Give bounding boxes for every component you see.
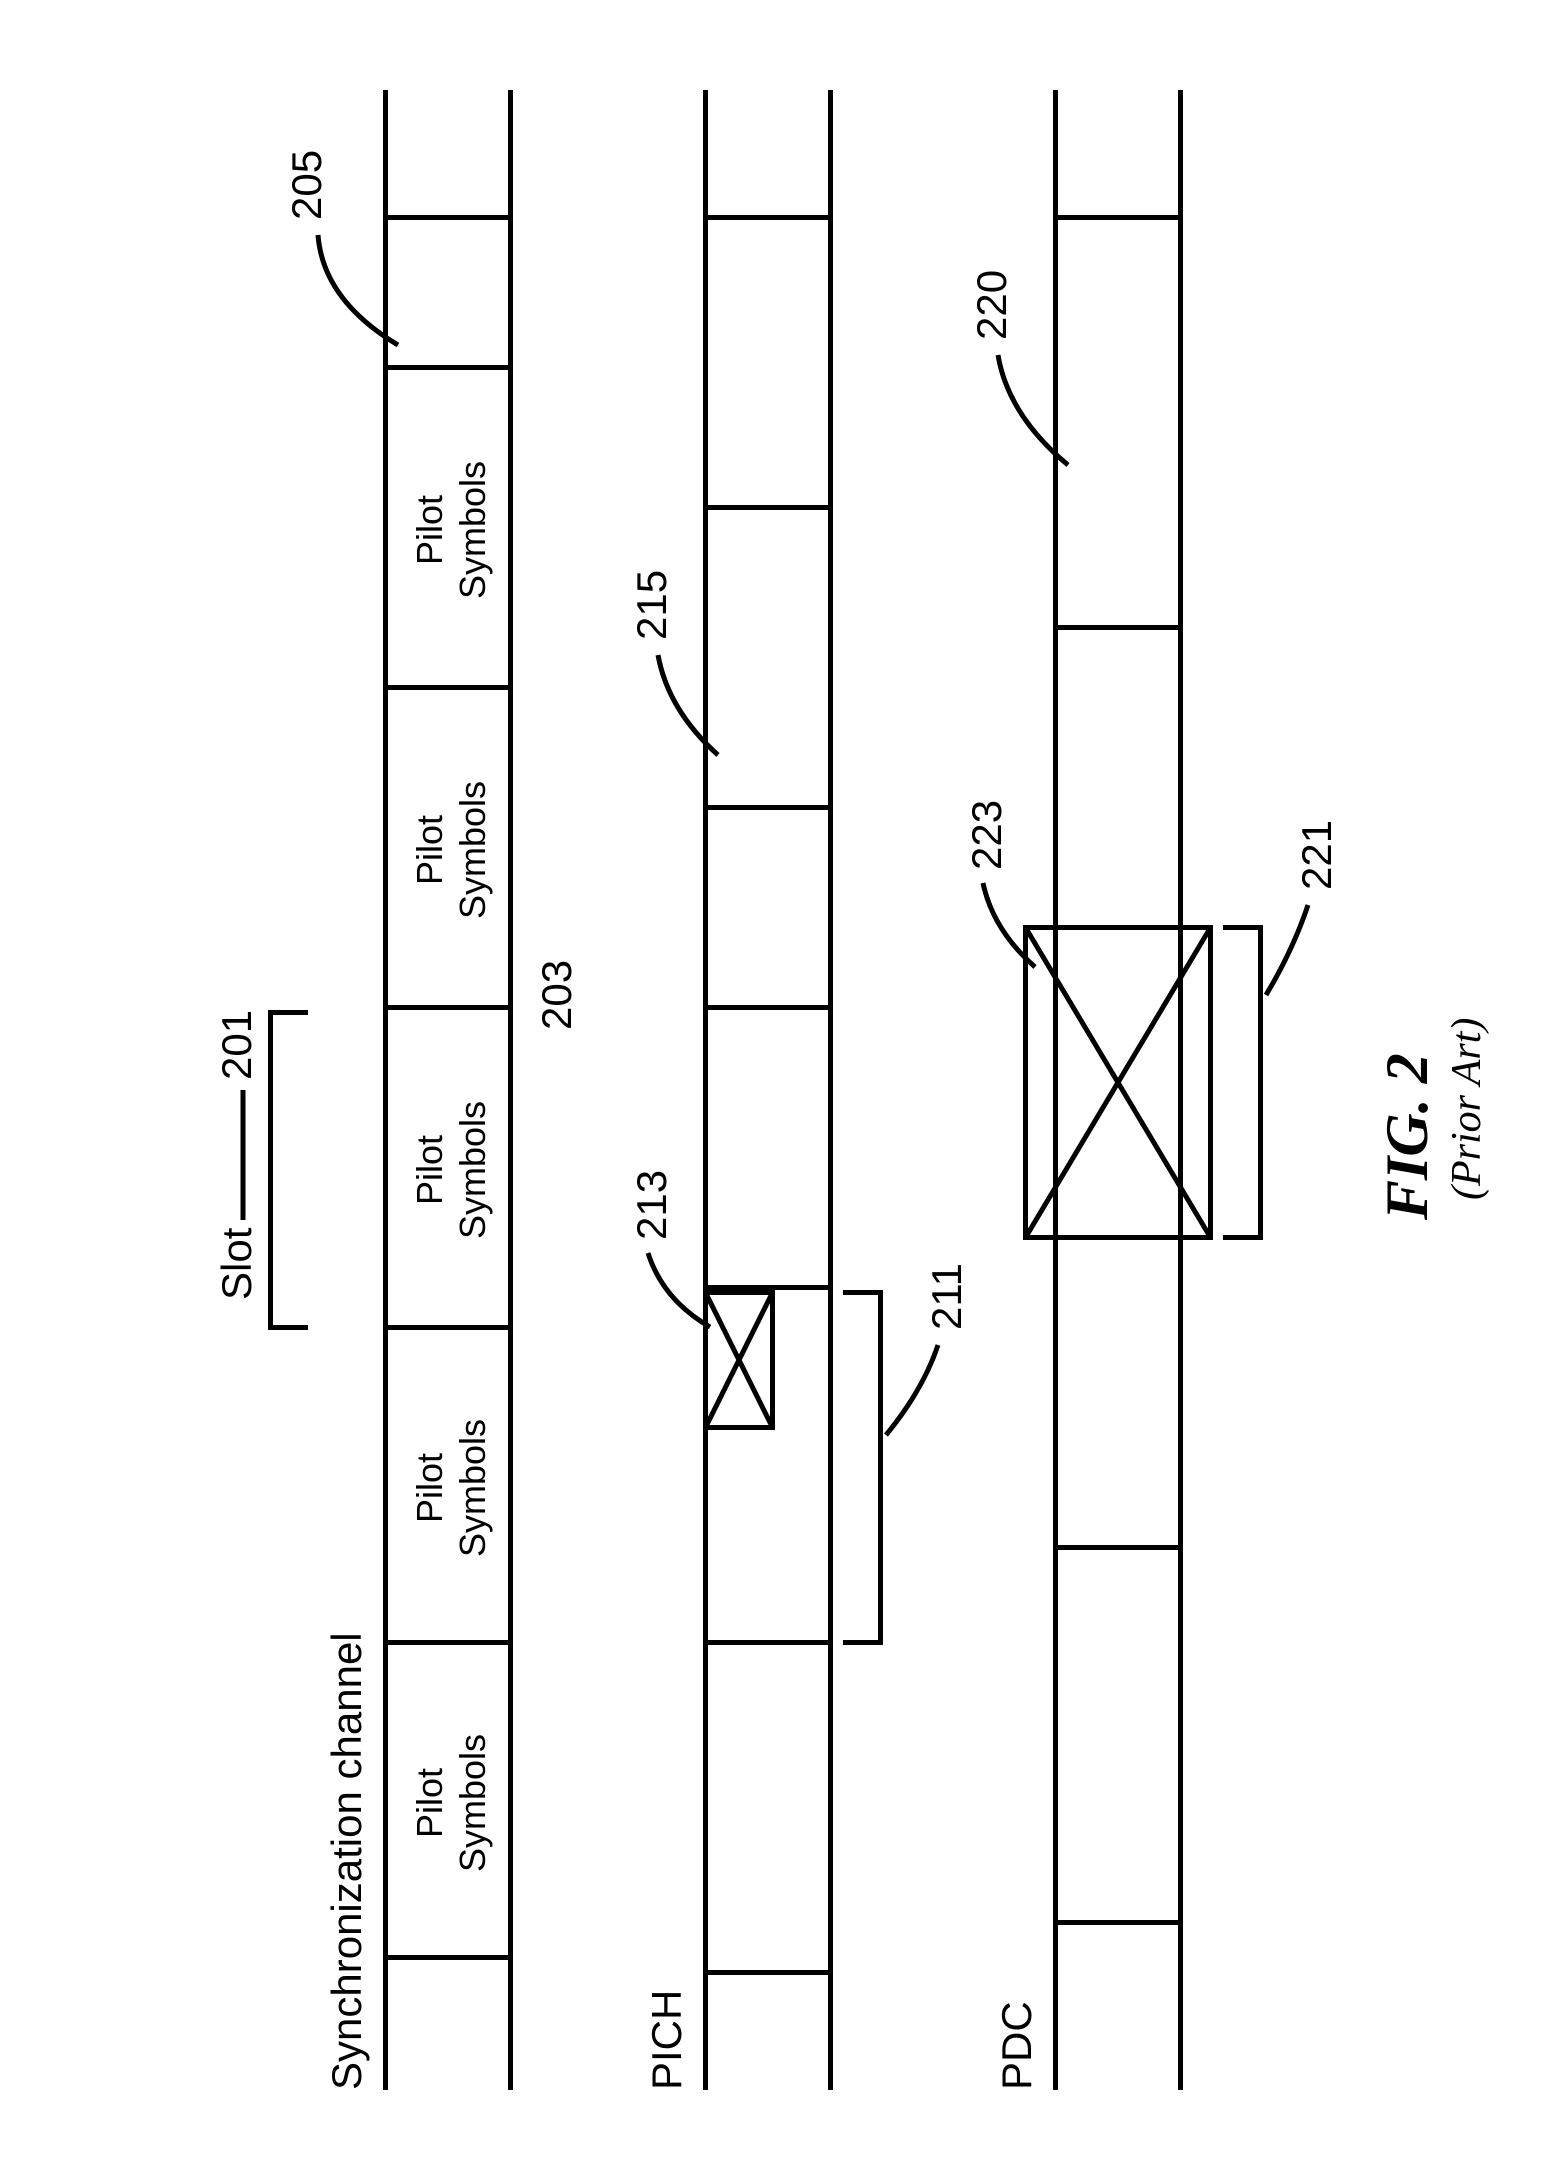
pilot-symbols-cell: PilotSymbols <box>408 460 494 598</box>
pich-label: PICH <box>643 1989 691 2089</box>
pilot-symbols-cell: PilotSymbols <box>408 780 494 918</box>
pich-row <box>703 90 833 2090</box>
ref-223: 223 <box>963 799 1011 869</box>
ref-211: 211 <box>923 1263 971 1330</box>
leader-221 <box>1263 900 1313 1000</box>
ref-203: 203 <box>533 959 581 1029</box>
figure-caption: FIG. 2 <box>1373 1053 1442 1220</box>
leader-223 <box>978 880 1038 970</box>
ref-213: 213 <box>628 1169 676 1239</box>
leader-220 <box>993 350 1073 470</box>
pilot-symbols-cell: PilotSymbols <box>408 1733 494 1871</box>
leader-213 <box>643 1250 713 1330</box>
figure-subcaption: (Prior Art) <box>1443 1017 1491 1199</box>
slot-bracket <box>268 1010 308 1330</box>
leader-201 <box>228 1090 258 1220</box>
pdc-label: PDC <box>993 2001 1041 2090</box>
pdc-cross-box <box>1023 925 1213 1240</box>
leader-215 <box>653 650 723 760</box>
ref-205: 205 <box>283 149 331 219</box>
sync-channel-row: PilotSymbols PilotSymbols PilotSymbols P… <box>383 90 513 2090</box>
ref-220: 220 <box>968 269 1016 339</box>
sync-channel-label: Synchronization channel <box>323 1632 371 2090</box>
pilot-symbols-cell: PilotSymbols <box>408 1100 494 1238</box>
pich-cross-box <box>703 1290 775 1430</box>
pilot-symbols-cell: PilotSymbols <box>408 1418 494 1556</box>
leader-211 <box>883 1340 943 1440</box>
slot-label: Slot <box>213 1227 261 1299</box>
pdc-measure-bracket <box>1223 925 1263 1240</box>
diagram-root: Slot 201 Synchronization channel PilotSy… <box>173 90 1373 2090</box>
ref-215: 215 <box>628 569 676 639</box>
leader-205 <box>313 230 403 350</box>
ref-201: 201 <box>213 1009 261 1079</box>
ref-221: 221 <box>1293 819 1341 889</box>
pich-measure-bracket <box>843 1290 883 1645</box>
